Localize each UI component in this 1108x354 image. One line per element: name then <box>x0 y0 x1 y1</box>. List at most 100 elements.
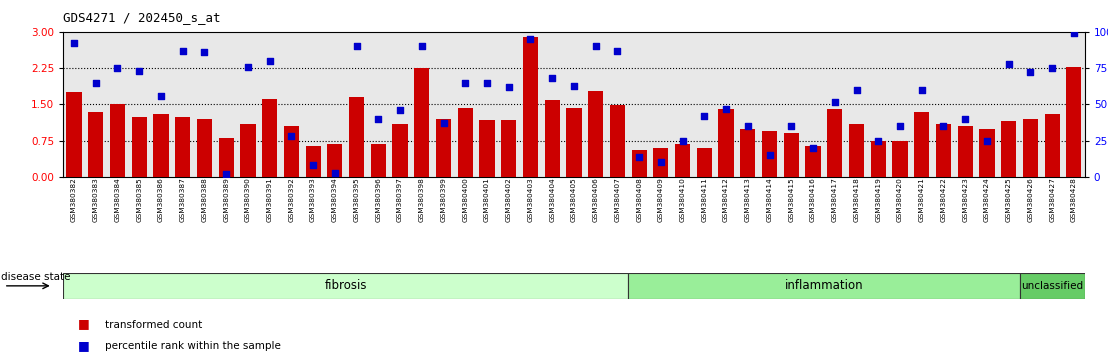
Bar <box>1066 67 1081 177</box>
Point <box>978 138 996 144</box>
Text: GSM380393: GSM380393 <box>310 177 316 222</box>
Point <box>717 106 735 112</box>
Bar <box>175 116 191 177</box>
Text: GSM380418: GSM380418 <box>853 177 860 222</box>
Point <box>848 87 865 93</box>
Bar <box>892 141 907 177</box>
Text: fibrosis: fibrosis <box>325 279 367 292</box>
Point <box>239 64 257 69</box>
Bar <box>1045 114 1059 177</box>
Point <box>456 80 474 85</box>
Text: GSM380403: GSM380403 <box>527 177 533 222</box>
Point <box>326 170 343 176</box>
Text: disease state: disease state <box>1 272 71 282</box>
Bar <box>480 120 494 177</box>
Text: GSM380396: GSM380396 <box>376 177 381 222</box>
Bar <box>240 124 256 177</box>
Bar <box>89 112 103 177</box>
Point <box>761 152 779 158</box>
Bar <box>153 114 168 177</box>
Point <box>1022 70 1039 75</box>
Bar <box>783 133 799 177</box>
Point <box>674 138 691 144</box>
Bar <box>1023 119 1038 177</box>
Point <box>434 120 452 126</box>
Point <box>891 124 909 129</box>
Point <box>196 49 214 55</box>
Text: GSM380423: GSM380423 <box>962 177 968 222</box>
Point <box>283 133 300 139</box>
Bar <box>261 99 277 177</box>
Text: GSM380406: GSM380406 <box>593 177 598 222</box>
Point <box>260 58 278 64</box>
Point <box>543 75 561 81</box>
Text: GDS4271 / 202450_s_at: GDS4271 / 202450_s_at <box>63 11 220 24</box>
Bar <box>458 108 473 177</box>
Bar <box>718 109 733 177</box>
Bar <box>936 124 951 177</box>
Text: GSM380394: GSM380394 <box>332 177 338 222</box>
Bar <box>979 129 995 177</box>
Point <box>174 48 192 53</box>
Point <box>109 65 126 71</box>
Bar <box>762 131 777 177</box>
Bar <box>327 144 342 177</box>
Point <box>696 113 714 119</box>
Point <box>934 124 952 129</box>
Point <box>782 124 800 129</box>
Bar <box>371 144 386 177</box>
Point <box>739 124 757 129</box>
Point <box>1065 30 1083 36</box>
Text: GSM380422: GSM380422 <box>941 177 946 222</box>
Bar <box>675 144 690 177</box>
Bar <box>609 105 625 177</box>
Point <box>652 160 669 165</box>
Point <box>348 44 366 49</box>
Text: GSM380426: GSM380426 <box>1027 177 1034 222</box>
Point <box>870 138 888 144</box>
Point <box>913 87 931 93</box>
Text: GSM380391: GSM380391 <box>267 177 273 222</box>
Text: GSM380416: GSM380416 <box>810 177 815 222</box>
Text: GSM380402: GSM380402 <box>505 177 512 222</box>
Bar <box>632 150 647 177</box>
Text: GSM380412: GSM380412 <box>724 177 729 222</box>
Text: GSM380388: GSM380388 <box>202 177 207 222</box>
Text: GSM380411: GSM380411 <box>701 177 707 222</box>
Point <box>825 99 843 104</box>
Point <box>152 93 170 98</box>
Text: GSM380387: GSM380387 <box>179 177 186 222</box>
Point <box>999 61 1017 67</box>
Bar <box>501 120 516 177</box>
Text: GSM380398: GSM380398 <box>419 177 424 222</box>
Text: GSM380382: GSM380382 <box>71 177 78 222</box>
Point <box>630 154 648 160</box>
Text: GSM380386: GSM380386 <box>158 177 164 222</box>
Point <box>65 41 83 46</box>
Bar <box>806 145 821 177</box>
Bar <box>523 37 538 177</box>
Text: GSM380427: GSM380427 <box>1049 177 1055 222</box>
Point <box>1044 65 1061 71</box>
Text: GSM380410: GSM380410 <box>679 177 686 222</box>
Bar <box>849 124 864 177</box>
Text: GSM380417: GSM380417 <box>832 177 838 222</box>
Bar <box>1019 273 1085 299</box>
Text: ■: ■ <box>78 318 90 330</box>
Text: GSM380383: GSM380383 <box>93 177 99 222</box>
Text: inflammation: inflammation <box>784 279 863 292</box>
Bar <box>197 119 212 177</box>
Text: GSM380420: GSM380420 <box>897 177 903 222</box>
Bar <box>588 91 603 177</box>
Bar <box>218 138 234 177</box>
Text: GSM380419: GSM380419 <box>875 177 881 222</box>
Text: transformed count: transformed count <box>105 320 203 330</box>
Text: GSM380384: GSM380384 <box>114 177 121 222</box>
Point <box>565 83 583 88</box>
Bar <box>63 273 628 299</box>
Bar <box>628 273 1019 299</box>
Bar <box>66 92 82 177</box>
Point <box>369 116 387 122</box>
Point <box>86 80 104 85</box>
Point <box>131 68 148 74</box>
